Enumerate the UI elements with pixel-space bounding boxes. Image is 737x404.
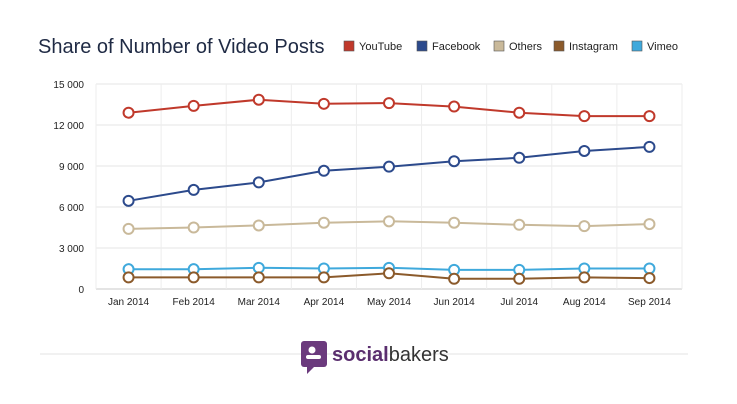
y-tick-label: 6 000 — [59, 203, 84, 214]
data-point-others[interactable] — [383, 215, 395, 228]
data-point-facebook[interactable] — [187, 183, 200, 196]
legend-item-others[interactable]: Others — [493, 40, 543, 53]
data-point-instagram[interactable] — [252, 271, 265, 284]
data-point-facebook[interactable] — [383, 160, 395, 173]
data-point-others[interactable] — [643, 218, 656, 231]
legend-swatch — [553, 40, 565, 52]
data-point-facebook[interactable] — [122, 194, 135, 207]
series-youtube — [122, 93, 656, 123]
y-axis: 0 3 000 6 000 9 000 12 000 15 000 — [53, 80, 84, 296]
svg-text:socialbakers: socialbakers — [332, 344, 449, 366]
data-point-youtube[interactable] — [187, 99, 200, 112]
data-point-vimeo[interactable] — [643, 262, 656, 275]
y-tick-label: 3 000 — [59, 244, 84, 255]
data-point-facebook[interactable] — [317, 164, 330, 177]
legend-swatch — [493, 40, 505, 52]
y-tick-label: 15 000 — [53, 80, 84, 91]
x-tick-label: Apr 2014 — [304, 297, 345, 308]
data-point-others[interactable] — [448, 216, 461, 229]
data-point-instagram[interactable] — [643, 272, 656, 285]
chart-title: Share of Number of Video Posts — [38, 36, 324, 58]
legend-label: Vimeo — [647, 41, 678, 53]
y-tick-label: 9 000 — [59, 162, 84, 173]
legend-item-youtube[interactable]: YouTube — [343, 40, 402, 53]
data-point-others[interactable] — [252, 219, 265, 232]
legend-swatch — [343, 40, 355, 52]
x-tick-label: Sep 2014 — [628, 297, 671, 308]
x-tick-label: Aug 2014 — [563, 297, 606, 308]
legend-swatch — [631, 40, 643, 52]
legend-label: Instagram — [569, 41, 618, 53]
legend-item-facebook[interactable]: Facebook — [416, 40, 481, 53]
data-point-instagram[interactable] — [122, 271, 135, 284]
data-point-others[interactable] — [317, 216, 330, 229]
data-point-others[interactable] — [122, 222, 135, 235]
data-point-others[interactable] — [187, 221, 200, 234]
data-point-youtube[interactable] — [122, 106, 135, 119]
legend-item-instagram[interactable]: Instagram — [553, 40, 618, 53]
data-point-instagram[interactable] — [513, 272, 526, 285]
logo-badge — [301, 341, 327, 367]
series-facebook — [122, 140, 656, 207]
x-tick-label: Jan 2014 — [108, 297, 150, 308]
data-point-facebook[interactable] — [513, 151, 526, 164]
x-tick-label: Jun 2014 — [434, 297, 476, 308]
socialbakers-logo: socialbakers — [301, 341, 449, 374]
legend-label: YouTube — [359, 41, 402, 53]
data-point-others[interactable] — [513, 218, 526, 231]
brand-name-rest: bakers — [389, 344, 449, 366]
x-tick-label: Jul 2014 — [500, 297, 538, 308]
data-point-youtube[interactable] — [252, 93, 265, 106]
x-tick-label: May 2014 — [367, 297, 411, 308]
data-point-facebook[interactable] — [643, 140, 656, 153]
data-point-facebook[interactable] — [578, 144, 591, 157]
data-point-vimeo[interactable] — [252, 261, 265, 274]
y-tick-label: 0 — [78, 285, 84, 296]
legend: YouTube Facebook Others Instagram Vimeo — [343, 40, 678, 53]
data-point-others[interactable] — [578, 220, 591, 233]
data-point-youtube[interactable] — [643, 110, 656, 123]
legend-label: Others — [509, 41, 543, 53]
brand-name-bold: social — [332, 344, 389, 366]
x-axis: Jan 2014 Feb 2014 Mar 2014 Apr 2014 May 2014… — [108, 297, 671, 308]
x-tick-label: Feb 2014 — [173, 297, 216, 308]
data-point-instagram[interactable] — [578, 271, 591, 284]
data-point-youtube[interactable] — [317, 97, 330, 110]
y-tick-label: 12 000 — [53, 121, 84, 132]
data-point-facebook[interactable] — [252, 176, 265, 189]
series-instagram — [122, 267, 656, 285]
series-others — [122, 215, 656, 235]
data-point-instagram[interactable] — [383, 267, 395, 280]
legend-item-vimeo[interactable]: Vimeo — [631, 40, 678, 53]
legend-label: Facebook — [432, 41, 481, 53]
data-point-instagram[interactable] — [187, 271, 200, 284]
data-point-youtube[interactable] — [383, 97, 395, 110]
x-tick-label: Mar 2014 — [238, 297, 281, 308]
grid — [95, 83, 683, 290]
series-line-facebook — [128, 145, 650, 202]
data-point-instagram[interactable] — [448, 272, 461, 285]
logo-tail — [307, 366, 314, 374]
logo-bar — [306, 355, 321, 359]
legend-swatch — [416, 40, 428, 52]
data-point-youtube[interactable] — [578, 110, 591, 123]
series-layer — [122, 93, 656, 285]
data-point-facebook[interactable] — [448, 155, 461, 168]
data-point-youtube[interactable] — [448, 100, 461, 113]
data-point-youtube[interactable] — [513, 106, 526, 119]
data-point-instagram[interactable] — [317, 271, 330, 284]
logo-dot — [308, 346, 316, 354]
